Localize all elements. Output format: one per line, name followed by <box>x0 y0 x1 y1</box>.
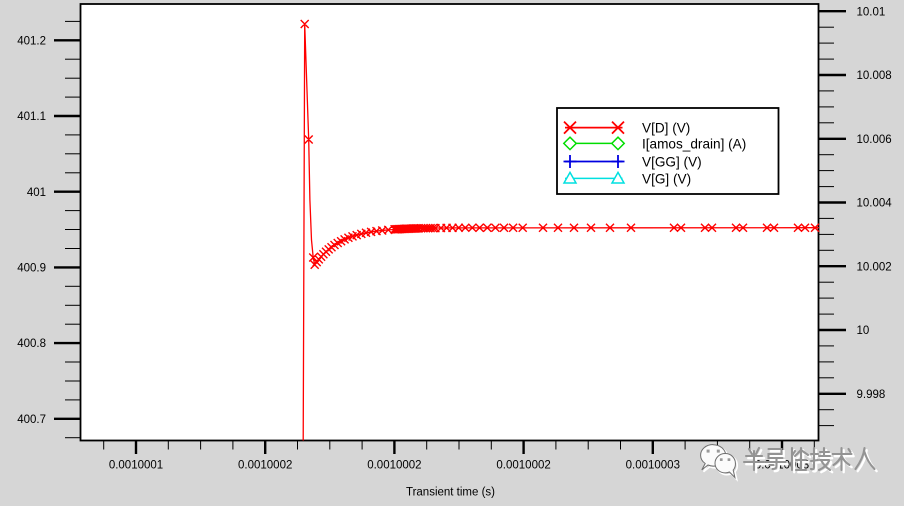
svg-text:10.008: 10.008 <box>857 70 892 82</box>
svg-text:V[D] (V): V[D] (V) <box>642 121 690 136</box>
svg-text:V[GG] (V): V[GG] (V) <box>642 155 702 170</box>
svg-text:400.8: 400.8 <box>17 338 46 350</box>
svg-text:9.998: 9.998 <box>857 389 886 401</box>
svg-text:401.1: 401.1 <box>17 111 46 123</box>
svg-text:10.006: 10.006 <box>857 134 892 146</box>
svg-text:401: 401 <box>27 187 46 199</box>
svg-text:0.0010003: 0.0010003 <box>626 460 680 472</box>
svg-text:400.7: 400.7 <box>17 414 46 426</box>
svg-text:10: 10 <box>857 325 870 337</box>
svg-text:Transient time (s): Transient time (s) <box>406 487 495 499</box>
svg-text:V[G] (V): V[G] (V) <box>642 171 691 186</box>
svg-text:0.0010002: 0.0010002 <box>238 460 292 472</box>
svg-text:10.002: 10.002 <box>857 261 892 273</box>
svg-text:I[amos_drain] (A): I[amos_drain] (A) <box>642 136 746 151</box>
svg-text:10.01: 10.01 <box>857 6 886 18</box>
svg-text:0.0010002: 0.0010002 <box>367 460 421 472</box>
svg-text:401.2: 401.2 <box>17 35 46 47</box>
svg-text:0.0010001: 0.0010001 <box>109 460 163 472</box>
svg-text:400.9: 400.9 <box>17 263 46 275</box>
svg-text:0.0010002: 0.0010002 <box>496 460 550 472</box>
svg-text:10.004: 10.004 <box>857 198 893 210</box>
